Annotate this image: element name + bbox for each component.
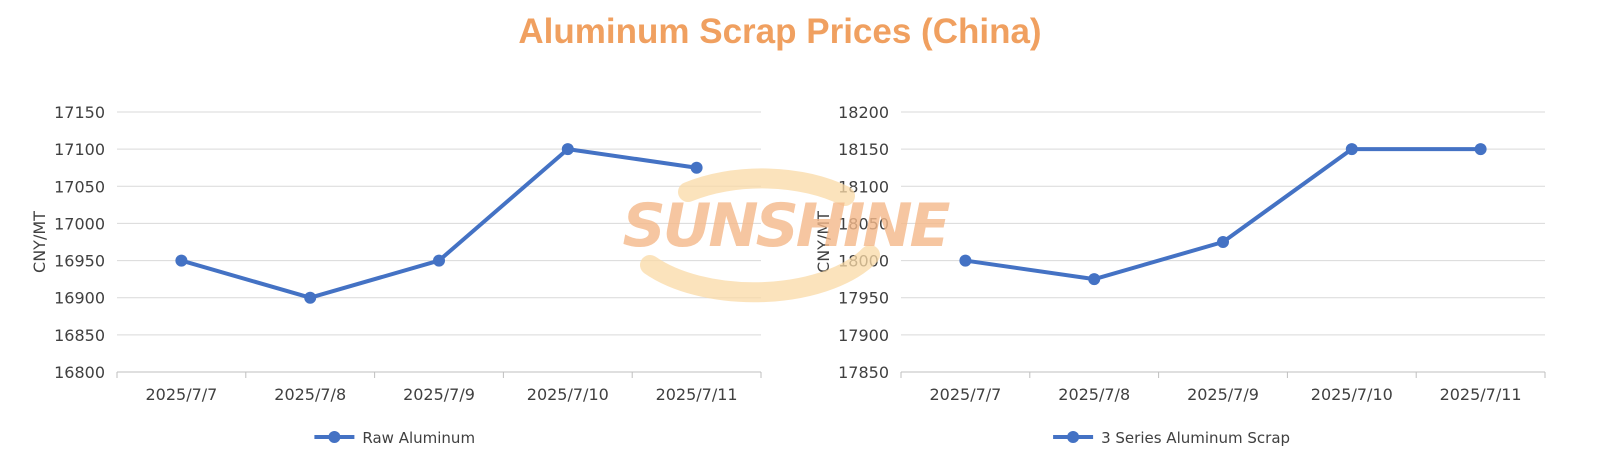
x-tick-label: 2025/7/7 bbox=[929, 385, 1001, 404]
y-tick-label: 17100 bbox=[54, 140, 105, 159]
series-3-scrap-chart: 1785017900179501800018050181001815018200… bbox=[814, 103, 1546, 447]
x-tick-label: 2025/7/11 bbox=[1440, 385, 1522, 404]
data-point bbox=[690, 161, 703, 174]
y-tick-label: 17950 bbox=[838, 289, 889, 308]
data-point bbox=[304, 291, 317, 304]
y-tick-label: 16950 bbox=[54, 252, 105, 271]
data-point bbox=[1345, 143, 1358, 156]
data-point bbox=[959, 254, 972, 267]
x-tick-label: 2025/7/8 bbox=[1058, 385, 1130, 404]
y-tick-label: 16900 bbox=[54, 289, 105, 308]
y-tick-label: 16800 bbox=[54, 363, 105, 382]
y-tick-label: 18200 bbox=[838, 103, 889, 122]
y-tick-label: 18150 bbox=[838, 140, 889, 159]
data-point bbox=[561, 143, 574, 156]
watermark-text: SUNSHINE bbox=[622, 191, 950, 261]
legend-label: 3 Series Aluminum Scrap bbox=[1101, 429, 1290, 447]
data-point bbox=[1088, 273, 1101, 286]
y-tick-label: 17150 bbox=[54, 103, 105, 122]
chart-title: Aluminum Scrap Prices (China) bbox=[518, 12, 1042, 51]
y-tick-label: 17000 bbox=[54, 214, 105, 233]
logo-arc-top bbox=[678, 168, 855, 206]
series-line bbox=[963, 147, 1483, 282]
legend-marker-icon bbox=[1067, 431, 1080, 443]
x-tick-label: 2025/7/10 bbox=[1311, 385, 1393, 404]
y-axis-title: CNY/MT bbox=[814, 211, 833, 273]
data-point bbox=[1474, 143, 1487, 156]
legend-marker-icon bbox=[328, 431, 341, 443]
data-point bbox=[433, 254, 445, 267]
x-tick-label: 2025/7/8 bbox=[274, 385, 346, 404]
legend-label: Raw Aluminum bbox=[362, 429, 475, 447]
x-tick-label: 2025/7/9 bbox=[1187, 385, 1259, 404]
y-axis-title: CNY/MT bbox=[30, 211, 49, 273]
x-tick-label: 2025/7/9 bbox=[403, 385, 475, 404]
data-point bbox=[175, 254, 188, 267]
y-tick-label: 18050 bbox=[838, 214, 889, 233]
data-point bbox=[1217, 236, 1229, 248]
y-tick-label: 17900 bbox=[838, 326, 889, 345]
sunshine-watermark-logo: SUNSHINE bbox=[622, 168, 954, 303]
x-tick-label: 2025/7/7 bbox=[145, 385, 217, 404]
x-tick-label: 2025/7/11 bbox=[656, 385, 738, 404]
y-tick-label: 16850 bbox=[54, 326, 105, 345]
logo-arc-bottom bbox=[640, 245, 880, 303]
y-tick-label: 17050 bbox=[54, 177, 105, 196]
y-tick-label: 17850 bbox=[838, 363, 889, 382]
raw-aluminum-chart: 16800 16850 16900 16950 17000 17050 17100 17150… bbox=[30, 103, 762, 447]
x-tick-label: 2025/7/10 bbox=[527, 385, 609, 404]
